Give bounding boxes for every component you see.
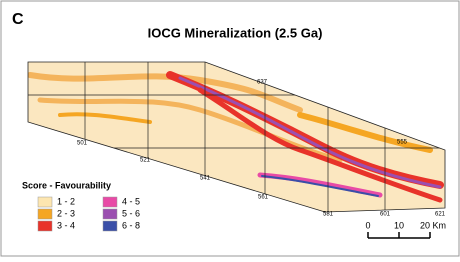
legend-swatch: [38, 209, 52, 219]
tile-label: 601: [380, 212, 391, 218]
legend-swatch: [38, 221, 52, 231]
tile-label: 555: [397, 140, 408, 146]
legend-swatch: [38, 197, 52, 207]
tile-label: 521: [140, 158, 151, 164]
legend-label: 5 - 6: [122, 208, 140, 218]
legend-swatch: [103, 209, 117, 219]
legend-label: 2 - 3: [57, 208, 75, 218]
tile-label: 581: [323, 212, 334, 218]
title: IOCG Mineralization (2.5 Ga): [148, 25, 323, 40]
legend-swatch: [103, 197, 117, 207]
tile-label: 637: [257, 80, 268, 86]
tile-label: 621: [435, 212, 446, 218]
tile-label: 561: [258, 195, 269, 201]
legend-label: 3 - 4: [57, 220, 75, 230]
scale-label: 0: [365, 220, 370, 230]
tile-label: 541: [200, 176, 211, 182]
legend-title: Score - Favourability: [22, 180, 111, 190]
legend-label: 1 - 2: [57, 196, 75, 206]
legend-label: 4 - 5: [122, 196, 140, 206]
figure: C IOCG Mineralization (2.5 Ga) 501 521 541: [0, 0, 460, 257]
panel-label: C: [12, 11, 24, 28]
tile-label: 501: [77, 141, 88, 147]
legend-label: 6 - 8: [122, 220, 140, 230]
scale-label: 10: [394, 220, 404, 230]
legend-swatch: [103, 221, 117, 231]
scale-label: 20 Km: [420, 220, 446, 230]
